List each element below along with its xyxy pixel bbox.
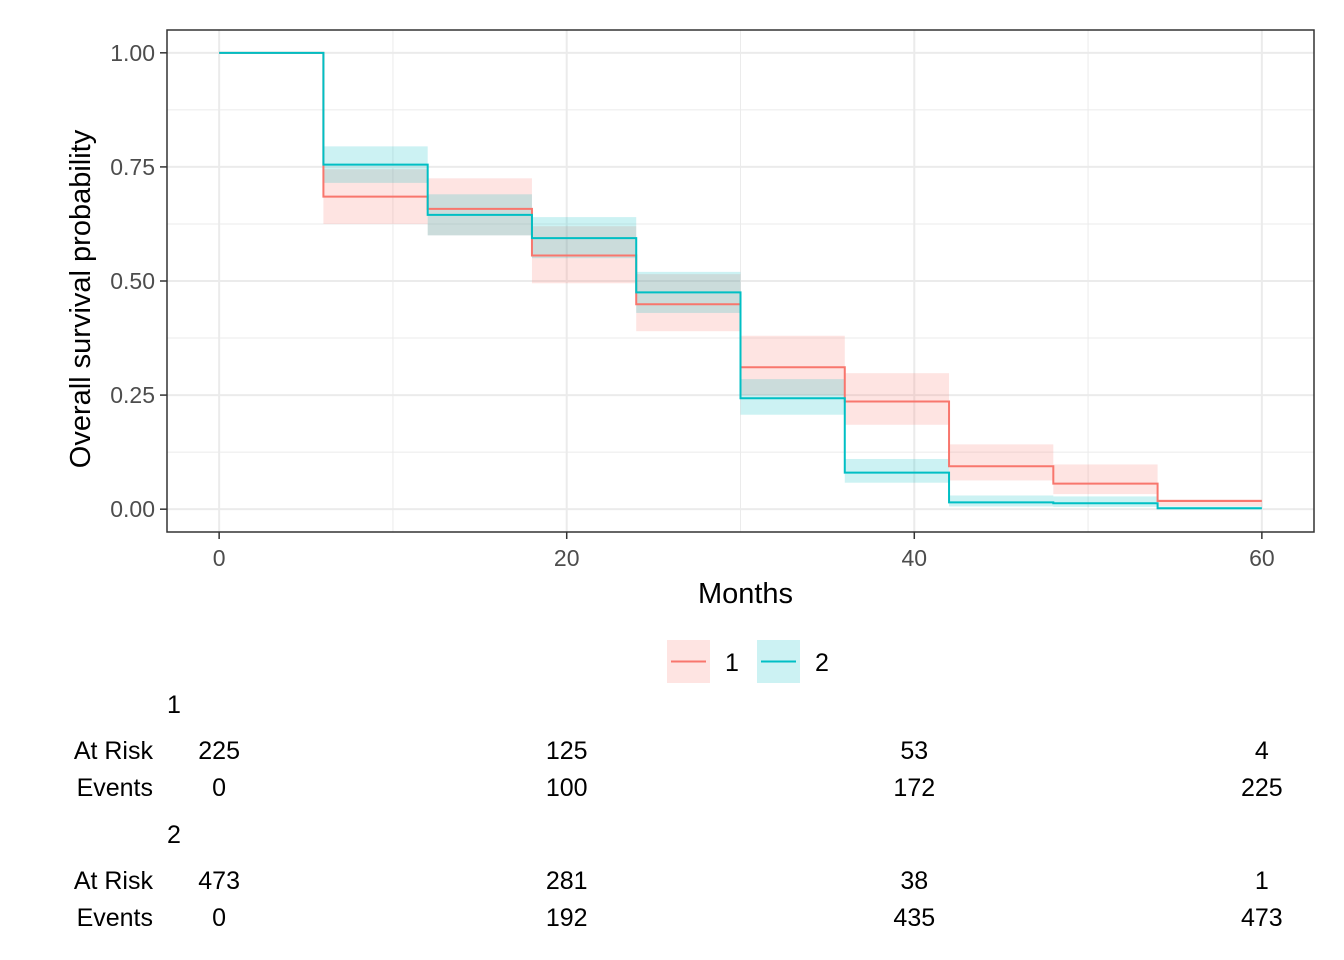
confidence-band-series-2 <box>1053 496 1158 507</box>
risk-table-cell: 100 <box>546 774 588 802</box>
risk-table-cell: 281 <box>546 867 588 895</box>
risk-table-row-label: At Risk <box>74 737 154 765</box>
risk-table-row-label: Events <box>77 774 153 802</box>
risk-table-cell: 435 <box>893 904 935 932</box>
risk-table-cell: 192 <box>546 904 588 932</box>
confidence-band-series-1 <box>1157 499 1262 506</box>
confidence-band-series-1 <box>844 373 950 425</box>
risk-table-group-title: 2 <box>167 821 181 849</box>
y-axis-tick-label: 1.00 <box>110 40 155 66</box>
y-axis-tick-label: 0.75 <box>110 154 155 180</box>
y-axis-title: Overall survival probability <box>65 129 97 468</box>
confidence-band-series-1 <box>949 444 1054 481</box>
x-axis-title: Months <box>698 578 793 610</box>
legend-label: 1 <box>725 649 739 677</box>
legend-label: 2 <box>815 649 829 677</box>
confidence-band-series-1 <box>427 178 532 236</box>
risk-table-cell: 473 <box>1241 904 1283 932</box>
survival-curves <box>219 51 1262 510</box>
risk-table-cell: 125 <box>546 737 588 765</box>
risk-table-group-1: 1 At Risk 225 125 53 4 Events 0 100 172 225 <box>74 691 1283 802</box>
confidence-band-series-1 <box>636 274 741 332</box>
confidence-band-series-1 <box>740 335 845 396</box>
risk-table-row-label: Events <box>77 904 153 932</box>
axes: 0 20 40 60 0.00 0.25 0.50 0.75 1.00 <box>110 40 1274 571</box>
grid-lines <box>167 30 1314 532</box>
y-axis-tick-label: 0.50 <box>110 268 155 294</box>
confidence-band-series-2 <box>844 458 950 483</box>
risk-table-cell: 38 <box>900 867 928 895</box>
risk-table-cell: 0 <box>212 904 226 932</box>
x-axis-tick-label: 60 <box>1249 545 1275 571</box>
risk-table-cell: 172 <box>893 774 935 802</box>
y-axis-tick-label: 0.25 <box>110 382 155 408</box>
x-axis-tick-label: 40 <box>901 545 927 571</box>
confidence-band-series-1 <box>1053 464 1158 495</box>
legend-item-1: 1 <box>667 640 739 683</box>
risk-table-cell: 4 <box>1255 737 1269 765</box>
risk-table-group-2: 2 At Risk 473 281 38 1 Events 0 192 435 473 <box>74 821 1283 932</box>
risk-table-cell: 1 <box>1255 867 1269 895</box>
y-axis-tick-label: 0.00 <box>110 496 155 522</box>
survival-curve-series-2 <box>219 51 1262 510</box>
x-axis-tick-label: 20 <box>554 545 580 571</box>
risk-table-group-title: 1 <box>167 691 181 719</box>
confidence-band-series-2 <box>740 379 845 415</box>
risk-table-cell: 0 <box>212 774 226 802</box>
x-axis-tick-label: 0 <box>213 545 226 571</box>
legend-item-2: 2 <box>757 640 829 683</box>
risk-table-cell: 225 <box>1241 774 1283 802</box>
risk-table-cell: 53 <box>900 737 928 765</box>
risk-table-cell: 473 <box>198 867 240 895</box>
risk-table-cell: 225 <box>198 737 240 765</box>
confidence-band-series-2 <box>949 495 1054 507</box>
risk-table: 1 At Risk 225 125 53 4 Events 0 100 172 225 2 At Ris… <box>74 691 1283 932</box>
risk-table-row-label: At Risk <box>74 867 154 895</box>
